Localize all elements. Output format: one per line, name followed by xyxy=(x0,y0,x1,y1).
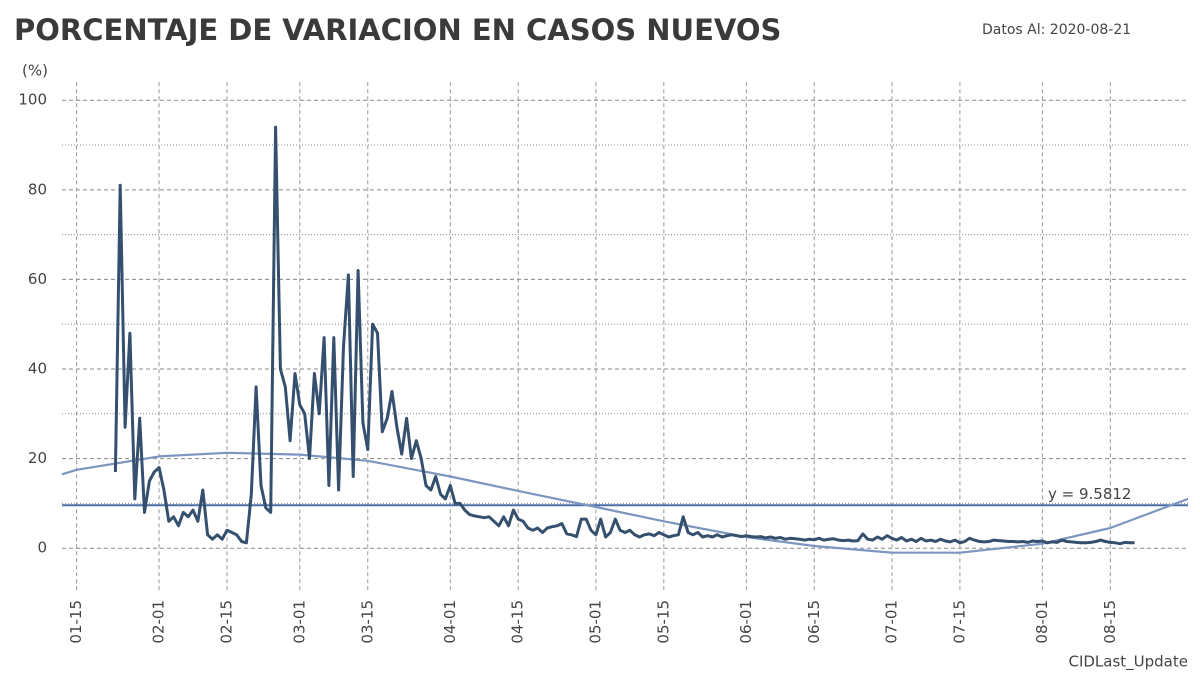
y-tick-label: 80 xyxy=(28,180,47,198)
subtitle: Datos Al: 2020-08-21 xyxy=(982,22,1131,38)
x-tick-label: 07-15 xyxy=(950,600,968,644)
y-tick-label: 20 xyxy=(28,449,47,467)
x-tick-label: 05-01 xyxy=(586,600,604,644)
x-tick-label: 06-01 xyxy=(737,600,755,644)
footer: CIDLast_Update xyxy=(1068,653,1188,672)
x-tick-label: 07-01 xyxy=(882,600,900,644)
x-tick-label: 02-01 xyxy=(150,600,168,644)
chart-title: PORCENTAJE DE VARIACION EN CASOS NUEVOS xyxy=(14,13,781,47)
x-tick-label: 04-15 xyxy=(509,600,527,644)
x-tick-label: 06-15 xyxy=(805,600,823,644)
x-tick-label: 08-15 xyxy=(1101,600,1119,644)
trend-line xyxy=(61,451,1189,554)
x-tick-label: 01-15 xyxy=(67,600,85,644)
y-tick-label: 60 xyxy=(28,270,47,288)
y-tick-label: 0 xyxy=(37,539,47,557)
mean-line-label: y = 9.5812 xyxy=(1048,485,1131,503)
y-axis-label: (%) xyxy=(22,62,48,80)
x-tick-label: 03-01 xyxy=(290,600,308,644)
x-tick-label: 05-15 xyxy=(654,600,672,644)
y-tick-label: 40 xyxy=(28,360,47,378)
x-tick-label: 08-01 xyxy=(1033,600,1051,644)
x-tick-label: 03-15 xyxy=(358,600,376,644)
x-tick-label: 04-01 xyxy=(441,600,459,644)
y-tick-label: 100 xyxy=(18,91,47,109)
x-tick-label: 02-15 xyxy=(218,600,236,644)
data-line xyxy=(113,125,1135,546)
